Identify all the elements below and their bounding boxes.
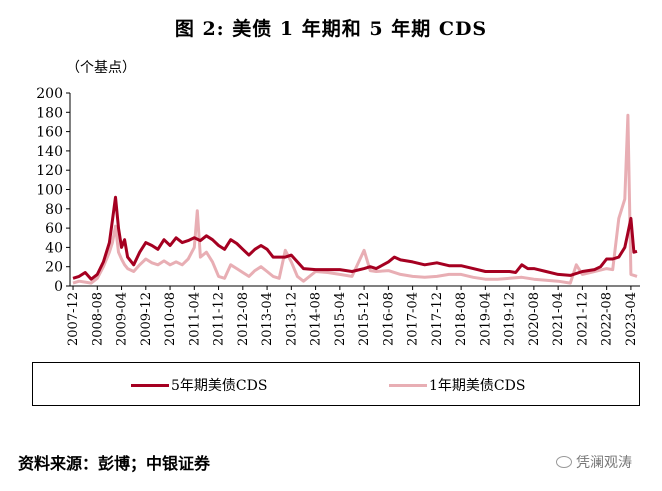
- x-tick-label: 2018-08: [454, 292, 469, 346]
- y-tick-label: 80: [45, 202, 63, 218]
- x-tick-label: 2019-12: [503, 292, 518, 346]
- legend-swatch-1y: [389, 383, 427, 387]
- legend-swatch-5y: [131, 383, 169, 387]
- legend: 5年期美债CDS 1年期美债CDS: [32, 362, 640, 406]
- watermark-text: 凭澜观涛: [576, 455, 632, 471]
- y-tick-label: 20: [45, 260, 63, 276]
- x-tick-label: 2022-08: [600, 292, 615, 346]
- y-tick-label: 0: [54, 279, 63, 295]
- series-line-1y: [72, 113, 638, 285]
- legend-label-1y: 1年期美债CDS: [429, 378, 526, 394]
- x-tick-label: 2011-04: [187, 292, 202, 346]
- x-tick-label: 2021-04: [551, 292, 566, 346]
- series-line-5y: [72, 195, 638, 281]
- x-tick-label: 2013-04: [260, 292, 275, 346]
- source-note: 资料来源：彭博；中银证券: [18, 454, 211, 473]
- y-tick-label: 200: [36, 86, 63, 102]
- wechat-icon: [556, 456, 572, 468]
- x-tick-label: 2012-08: [236, 292, 251, 346]
- chart-title: 图 2: 美债 1 年期和 5 年期 CDS: [174, 18, 488, 40]
- x-tick-label: 2020-08: [527, 292, 542, 346]
- x-tick-label: 2009-04: [115, 292, 130, 346]
- x-tick-label: 2014-08: [309, 292, 324, 346]
- x-tick-label: 2016-08: [381, 292, 396, 346]
- x-tick-label: 2013-12: [284, 292, 299, 346]
- watermark: 凭澜观涛: [556, 452, 632, 472]
- x-tick-label: 2009-12: [139, 292, 154, 346]
- y-tick-label: 60: [45, 221, 63, 237]
- x-tick-label: 2008-08: [90, 292, 105, 346]
- line-chart: （个基点） 0 20 40 60 80 100 120 140 160 180 200 2007-1…: [36, 59, 640, 346]
- y-tick-label: 180: [36, 105, 63, 121]
- x-tick-label: 2010-08: [163, 292, 178, 346]
- x-tick-label: 2015-12: [357, 292, 372, 346]
- x-axis: 2007-12 2008-08 2009-04 2009-12 2010-08 2011-…: [66, 285, 640, 346]
- y-axis: 0 20 40 60 80 100 120 140 160 180 200: [36, 86, 71, 295]
- x-tick-label: 2015-04: [333, 292, 348, 346]
- legend-label-5y: 5年期美债CDS: [171, 378, 268, 394]
- x-tick-label: 2007-12: [66, 292, 81, 346]
- y-tick-label: 140: [36, 144, 63, 160]
- x-tick-label: 2011-12: [212, 292, 227, 346]
- x-tick-label: 2017-12: [430, 292, 445, 346]
- y-tick-label: 160: [36, 125, 63, 141]
- x-tick-label: 2017-04: [406, 292, 421, 346]
- x-tick-label: 2023-04: [624, 292, 639, 346]
- y-tick-label: 120: [36, 163, 63, 179]
- x-tick-label: 2021-12: [575, 292, 590, 346]
- x-tick-label: 2019-04: [478, 292, 493, 346]
- y-unit-label: （个基点）: [66, 59, 136, 76]
- legend-item-5y: 5年期美债CDS: [131, 375, 267, 395]
- series-layer: [72, 113, 638, 285]
- y-tick-label: 40: [45, 240, 63, 256]
- y-tick-label: 100: [36, 183, 63, 199]
- legend-item-1y: 1年期美债CDS: [389, 375, 525, 395]
